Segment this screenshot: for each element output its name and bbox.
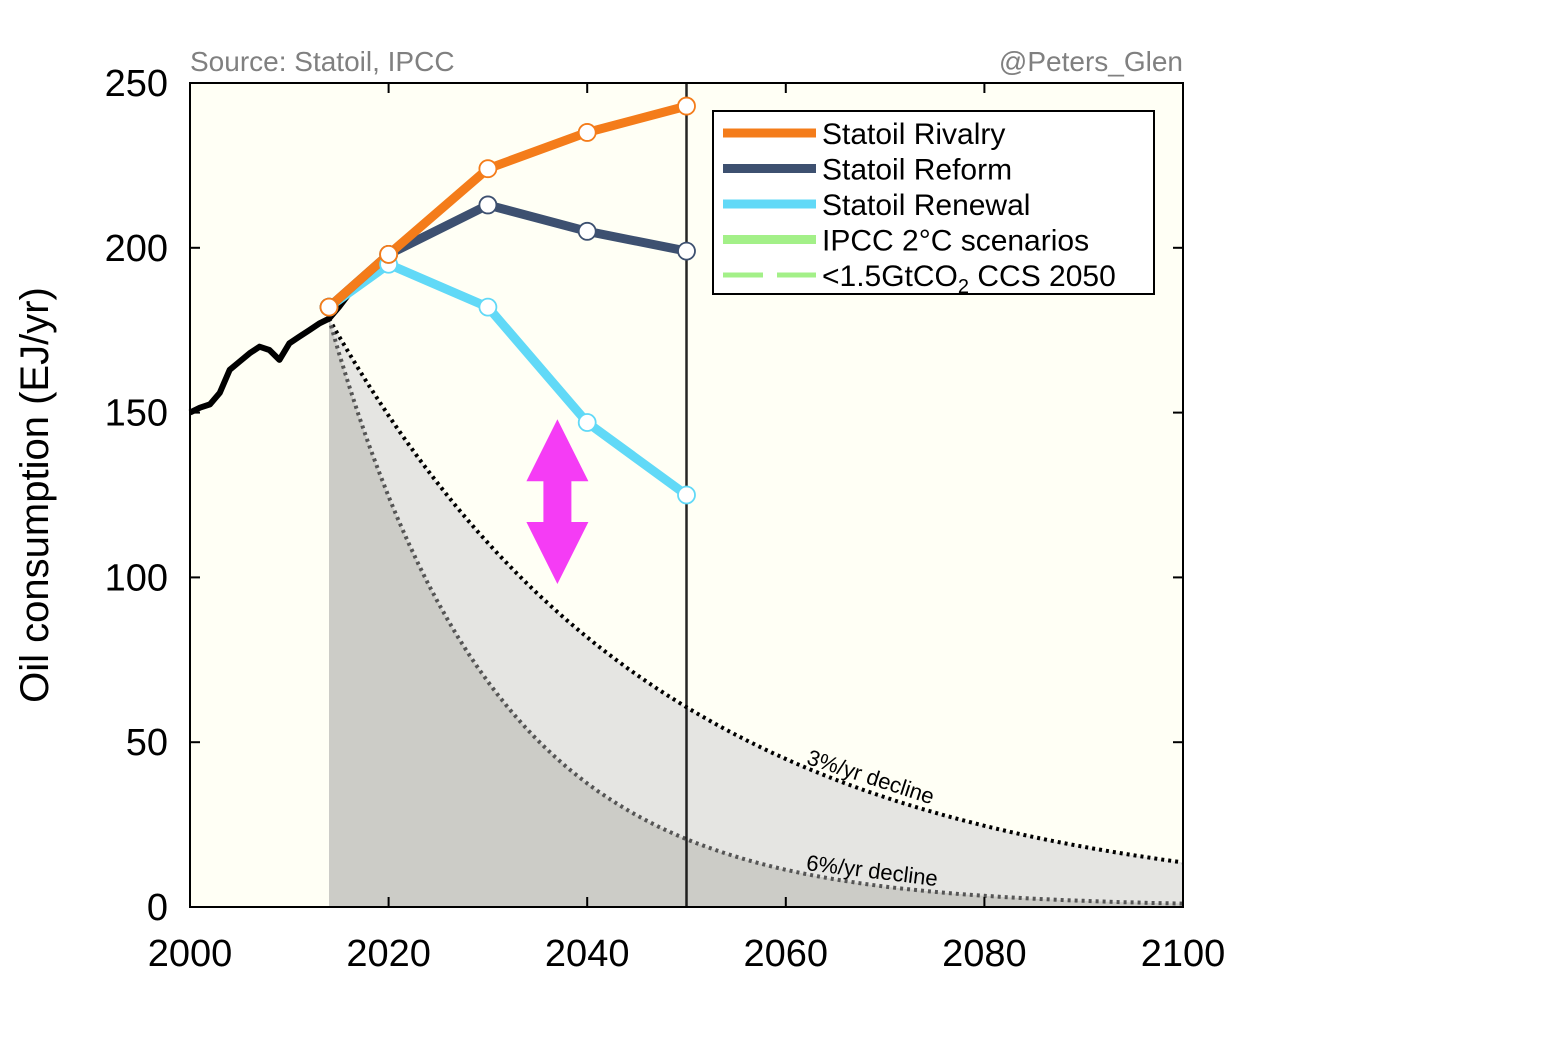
x-tick-label: 2040: [545, 933, 630, 975]
decline-bands: [329, 318, 1183, 907]
x-tick-label: 2020: [346, 933, 431, 975]
statoil-rivalry-point: [677, 96, 696, 116]
x-tick-label: 2100: [1141, 933, 1226, 975]
statoil-reform-point: [677, 241, 696, 261]
statoil-rivalry-point: [577, 123, 597, 142]
source-credit: Source: Statoil, IPCC: [190, 46, 455, 77]
y-tick-label: 50: [126, 722, 168, 764]
legend-label-5: <1.5GtCO2 CCS 2050: [822, 260, 1116, 298]
historical-series: [188, 292, 352, 416]
double-arrow-icon: [526, 419, 589, 584]
legend-label-3: Statoil Renewal: [822, 189, 1030, 222]
axes: 2000 2020 2040 2060 2080 2100 0 50 100 150 200 250: [105, 63, 1226, 975]
y-tick-label: 150: [105, 393, 168, 435]
statoil-renewal-point: [577, 413, 597, 432]
x-tick-label: 2060: [744, 933, 829, 975]
statoil-rivalry-point: [379, 244, 399, 264]
x-tick-label: 2000: [148, 933, 233, 975]
statoil-reform-point: [478, 195, 498, 215]
statoil-rivalry-point: [478, 159, 498, 179]
y-axis-label: Oil consumption (EJ/yr): [13, 287, 57, 703]
statoil-rivalry-point: [319, 297, 339, 317]
legend-label-2: Statoil Reform: [822, 154, 1012, 187]
x-tick-label: 2080: [942, 933, 1027, 975]
decline-band-2: [329, 318, 1183, 907]
y-tick-label: 250: [105, 63, 168, 105]
y-tick-label: 0: [147, 887, 168, 929]
statoil-renewal-point: [478, 297, 498, 317]
decline-curve-2: [327, 318, 1184, 906]
y-tick-label: 100: [105, 557, 168, 599]
legend-label-1: Statoil Rivalry: [822, 118, 1005, 151]
scenario-series: [319, 96, 696, 505]
author-credit: @Peters_Glen: [999, 46, 1183, 77]
statoil-renewal-point: [677, 485, 696, 505]
y-tick-label: 200: [105, 228, 168, 270]
historical-line: [188, 292, 352, 416]
statoil-reform-point: [577, 221, 597, 241]
legend-label-4: IPCC 2°C scenarios: [822, 225, 1089, 258]
plot-frame: [189, 82, 1184, 908]
double-arrow-shape: [526, 419, 589, 584]
